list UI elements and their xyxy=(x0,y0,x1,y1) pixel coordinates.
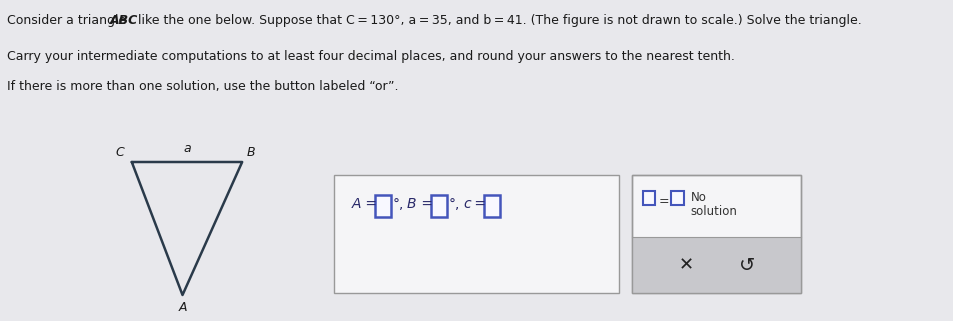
FancyBboxPatch shape xyxy=(431,195,446,217)
Text: °,: °, xyxy=(448,197,459,211)
Bar xyxy=(632,237,800,292)
Text: If there is more than one solution, use the button labeled “or”.: If there is more than one solution, use … xyxy=(7,80,398,93)
Text: =: = xyxy=(659,195,669,208)
FancyBboxPatch shape xyxy=(671,191,683,205)
Text: A: A xyxy=(352,197,361,211)
Text: B: B xyxy=(406,197,416,211)
Text: =: = xyxy=(470,197,486,211)
Text: ✕: ✕ xyxy=(678,256,693,274)
Text: B: B xyxy=(247,146,255,159)
FancyBboxPatch shape xyxy=(642,191,655,205)
FancyBboxPatch shape xyxy=(375,195,391,217)
Text: Consider a triangle: Consider a triangle xyxy=(7,14,131,27)
Text: A: A xyxy=(178,301,187,314)
Text: No: No xyxy=(690,191,706,204)
Text: ↺: ↺ xyxy=(739,256,755,274)
Text: Carry your intermediate computations to at least four decimal places, and round : Carry your intermediate computations to … xyxy=(7,50,734,63)
FancyBboxPatch shape xyxy=(632,175,801,293)
FancyBboxPatch shape xyxy=(484,195,499,217)
Text: =: = xyxy=(416,197,433,211)
Text: like the one below. Suppose that C = 130°, a = 35, and b = 41. (The figure is no: like the one below. Suppose that C = 130… xyxy=(133,14,861,27)
Text: solution: solution xyxy=(690,205,737,218)
Text: =: = xyxy=(360,197,376,211)
Text: c: c xyxy=(462,197,470,211)
Text: C: C xyxy=(115,146,125,159)
Text: ABC: ABC xyxy=(110,14,137,27)
Text: a: a xyxy=(183,142,191,155)
Text: °,: °, xyxy=(393,197,403,211)
FancyBboxPatch shape xyxy=(334,175,618,293)
